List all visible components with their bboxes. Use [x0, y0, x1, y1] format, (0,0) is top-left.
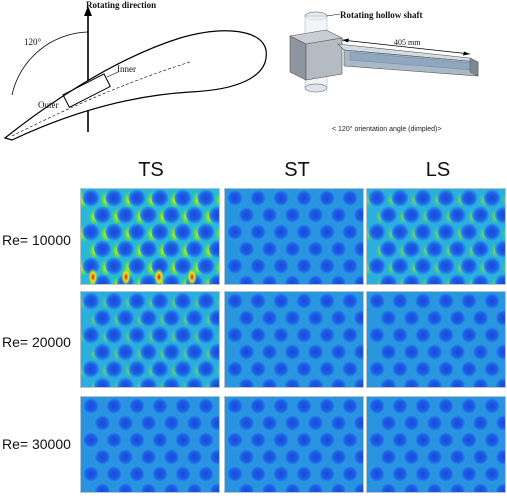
contour-plot [81, 397, 219, 492]
contour-panel-ls-re20000 [366, 291, 506, 388]
contour-panel-st-re10000 [224, 188, 364, 285]
row-label-re20000: Re= 20000 [2, 334, 71, 350]
row-label-re10000: Re= 10000 [2, 232, 71, 248]
rotating-direction-label: Rotating direction [86, 0, 157, 10]
column-header-ts: TS [138, 159, 164, 181]
apparatus-drawing [289, 11, 479, 93]
contour-panel-ts-re30000 [80, 396, 220, 493]
apparatus-caption: < 120° orientation angle (dimpled)> [332, 126, 442, 133]
column-header-st: ST [284, 159, 310, 181]
angle-label: 120° [24, 37, 42, 47]
contour-panel-ls-re30000 [366, 396, 506, 493]
contour-plot [225, 189, 363, 284]
apparatus-figure: Rotating hollow shaft 405 mm < 120° orie… [280, 0, 507, 150]
inner-label: Inner [117, 64, 136, 74]
contour-plot [367, 189, 505, 284]
contour-plot [225, 397, 363, 492]
contour-plot [367, 397, 505, 492]
contour-panel-st-re30000 [224, 396, 364, 493]
contour-plot [225, 292, 363, 387]
contour-plot [81, 292, 219, 387]
column-header-ls: LS [425, 159, 451, 181]
contour-panel-ts-re20000 [80, 291, 220, 388]
blade-schematic: Rotating direction 120° Inner Outer [0, 0, 280, 150]
length-label: 405 mm [394, 38, 421, 47]
contour-panel-st-re20000 [224, 291, 364, 388]
shaft-label: Rotating hollow shaft [340, 10, 423, 20]
row-label-re30000: Re= 30000 [2, 436, 71, 452]
contour-panel-ls-re10000 [366, 188, 506, 285]
contour-panel-ts-re10000 [80, 188, 220, 285]
contour-plot [367, 292, 505, 387]
outer-label: Outer [38, 100, 59, 110]
blade-schematic-drawing [3, 6, 267, 141]
contour-plot [81, 189, 219, 284]
